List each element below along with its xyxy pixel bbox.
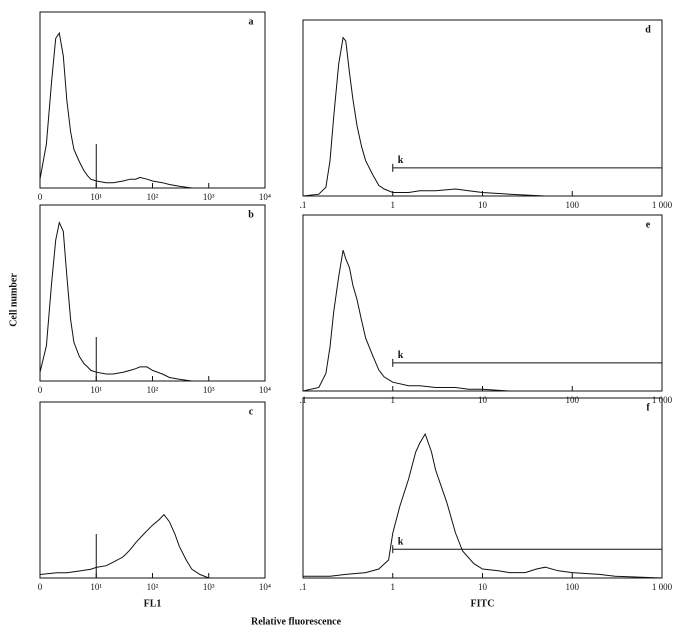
x-axis-label: Relative fluorescence (251, 616, 342, 627)
x-tick-label: .1 (300, 200, 307, 210)
panel-label: d (645, 24, 651, 35)
histogram-trace (302, 250, 662, 392)
x-tick-label: 10¹ (90, 192, 102, 202)
panel-frame (39, 401, 266, 579)
x-tick-label: 1 (391, 200, 396, 210)
x-tick-label: 100 (566, 582, 580, 592)
x-tick-label: 0 (38, 192, 43, 202)
x-tick-label: 10³ (203, 192, 215, 202)
x-tick-label: 0 (38, 582, 43, 592)
panel-frame (302, 19, 663, 197)
x-tick-label: .1 (300, 582, 307, 592)
x-axis-label: FL1 (144, 598, 162, 609)
x-tick-label: 100 (566, 200, 580, 210)
panel-frame (302, 397, 663, 579)
gate-label: k (398, 350, 404, 361)
x-axis-label: FITC (471, 598, 495, 609)
x-tick-label: 100 (566, 395, 580, 405)
histogram-trace (39, 513, 265, 579)
histogram-trace (302, 36, 662, 197)
x-tick-label: 10⁴ (259, 385, 271, 395)
x-tick-label: 10 (478, 582, 488, 592)
gate-label: k (398, 536, 404, 547)
x-tick-label: 10⁴ (259, 582, 271, 592)
panel-label: f (646, 402, 650, 413)
panel-label: a (249, 16, 254, 27)
x-tick-label: 1 (391, 582, 396, 592)
y-axis-label: Cell number (8, 273, 19, 327)
x-tick-label: 0 (38, 385, 43, 395)
x-tick-label: 10³ (203, 582, 215, 592)
x-tick-label: 10² (147, 385, 159, 395)
x-tick-label: 1 (391, 395, 396, 405)
panel-label: b (248, 209, 254, 220)
x-tick-label: 1 000 (652, 200, 673, 210)
panel-frame (39, 204, 266, 382)
panel-label: c (249, 406, 254, 417)
x-tick-label: 10² (147, 582, 159, 592)
x-tick-label: 10¹ (90, 385, 102, 395)
gate-label: k (398, 155, 404, 166)
x-tick-label: 1 000 (652, 582, 673, 592)
histogram-trace (303, 432, 663, 579)
x-tick-label: 10⁴ (259, 192, 271, 202)
x-tick-label: 10³ (203, 385, 215, 395)
panel-label: e (646, 219, 651, 230)
histogram-trace (39, 220, 265, 382)
x-tick-label: 10² (147, 192, 159, 202)
panel-frame (302, 214, 663, 392)
x-tick-label: 10¹ (90, 582, 102, 592)
x-tick-label: 10 (478, 395, 488, 405)
x-tick-label: 10 (478, 200, 488, 210)
panel-frame (39, 11, 266, 189)
histogram-trace (39, 31, 265, 189)
